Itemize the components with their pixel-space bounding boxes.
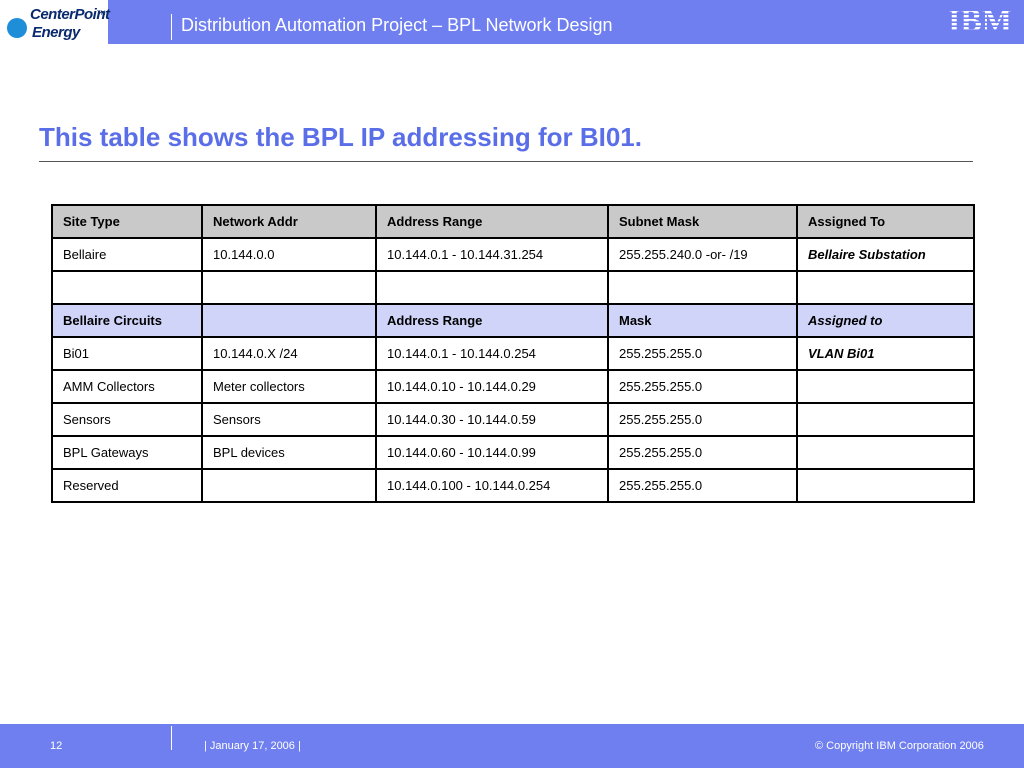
table-cell: BPL devices xyxy=(201,435,377,470)
table-cell-assigned: Bellaire Substation xyxy=(796,237,975,272)
ibm-logo-icon: IBM xyxy=(948,3,1012,37)
table-row: Bellaire 10.144.0.0 10.144.0.1 - 10.144.… xyxy=(51,237,975,272)
header-bar: CenterPoint TM Energy Distribution Autom… xyxy=(0,0,1024,44)
table-cell: 10.144.0.30 - 10.144.0.59 xyxy=(375,402,609,437)
table-cell: Sensors xyxy=(201,402,377,437)
table-cell: 10.144.0.0 xyxy=(201,237,377,272)
logo-circle-icon xyxy=(7,18,27,38)
table-cell: Bi01 xyxy=(51,336,203,371)
table-cell: 255.255.240.0 -or- /19 xyxy=(607,237,798,272)
header-cell: Address Range xyxy=(375,204,609,239)
table-cell xyxy=(375,270,609,305)
table-row: BPL Gateways BPL devices 10.144.0.60 - 1… xyxy=(51,435,975,470)
slide-title: This table shows the BPL IP addressing f… xyxy=(39,122,642,152)
table-row: Bi01 10.144.0.X /24 10.144.0.1 - 10.144.… xyxy=(51,336,975,371)
header-title: Distribution Automation Project – BPL Ne… xyxy=(181,15,613,35)
table-cell xyxy=(201,270,377,305)
table-cell xyxy=(201,468,377,503)
table-cell-assigned: VLAN Bi01 xyxy=(796,336,975,371)
table-cell xyxy=(796,435,975,470)
table-row-empty xyxy=(51,270,975,305)
centerpoint-logo: CenterPoint TM Energy xyxy=(0,0,110,44)
footer-bar: 12 | January 17, 2006 | © Copyright IBM … xyxy=(0,724,1024,768)
header-divider xyxy=(171,14,172,40)
table-cell: 255.255.255.0 xyxy=(607,336,798,371)
header-cell: Site Type xyxy=(51,204,203,239)
subheader-cell: Assigned to xyxy=(796,303,975,338)
table-row: Sensors Sensors 10.144.0.30 - 10.144.0.5… xyxy=(51,402,975,437)
table-cell: 255.255.255.0 xyxy=(607,435,798,470)
table-cell: 10.144.0.60 - 10.144.0.99 xyxy=(375,435,609,470)
table-cell xyxy=(607,270,798,305)
footer-date: | January 17, 2006 | xyxy=(204,740,301,752)
subheader-cell: Mask xyxy=(607,303,798,338)
header-cell: Network Addr xyxy=(201,204,377,239)
title-divider xyxy=(39,161,973,162)
table-cell: Bellaire xyxy=(51,237,203,272)
table-cell: 10.144.0.1 - 10.144.31.254 xyxy=(375,237,609,272)
table-cell xyxy=(51,270,203,305)
table-cell: Reserved xyxy=(51,468,203,503)
table-row: Reserved 10.144.0.100 - 10.144.0.254 255… xyxy=(51,468,975,503)
footer-copyright: © Copyright IBM Corporation 2006 xyxy=(815,740,984,752)
table-cell: 10.144.0.X /24 xyxy=(201,336,377,371)
table-cell: Meter collectors xyxy=(201,369,377,404)
table-cell: 10.144.0.1 - 10.144.0.254 xyxy=(375,336,609,371)
ip-addressing-table: Site Type Network Addr Address Range Sub… xyxy=(51,204,975,503)
table-cell xyxy=(796,369,975,404)
table-cell: 255.255.255.0 xyxy=(607,369,798,404)
logo-tm: TM xyxy=(97,11,106,17)
table-cell: 255.255.255.0 xyxy=(607,468,798,503)
table-cell: Sensors xyxy=(51,402,203,437)
table-cell: BPL Gateways xyxy=(51,435,203,470)
table-subheader-row: Bellaire Circuits Address Range Mask Ass… xyxy=(51,303,975,338)
ibm-logo-text: IBM xyxy=(948,3,1012,37)
table-cell: 10.144.0.10 - 10.144.0.29 xyxy=(375,369,609,404)
table-cell xyxy=(796,402,975,437)
subheader-cell: Bellaire Circuits xyxy=(51,303,203,338)
page-number: 12 xyxy=(50,740,63,752)
logo-line1: CenterPoint xyxy=(30,6,110,23)
header-cell: Subnet Mask xyxy=(607,204,798,239)
footer-divider xyxy=(171,726,172,750)
table-row: AMM Collectors Meter collectors 10.144.0… xyxy=(51,369,975,404)
table-cell: 10.144.0.100 - 10.144.0.254 xyxy=(375,468,609,503)
header-cell: Assigned To xyxy=(796,204,975,239)
table-cell: AMM Collectors xyxy=(51,369,203,404)
table-cell xyxy=(796,468,975,503)
table-cell xyxy=(796,270,975,305)
table-cell: 255.255.255.0 xyxy=(607,402,798,437)
subheader-cell: Address Range xyxy=(375,303,609,338)
subheader-cell xyxy=(201,303,377,338)
logo-line2: Energy xyxy=(32,24,80,41)
table-header-row: Site Type Network Addr Address Range Sub… xyxy=(51,204,975,239)
